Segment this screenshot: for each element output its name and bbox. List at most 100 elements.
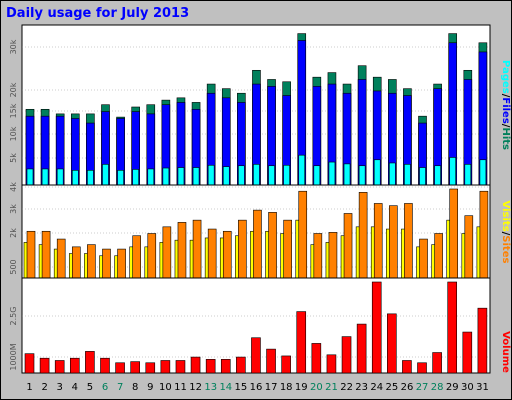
- bar-sites: [207, 228, 217, 279]
- bar-sites: [434, 233, 443, 279]
- y-tick-label: 20k: [9, 82, 18, 97]
- x-tick-label: 11: [174, 382, 187, 393]
- x-tick-label: 10: [159, 382, 172, 393]
- side-label-part: Pages: [500, 60, 511, 94]
- bar-sites: [192, 219, 202, 279]
- bar-volume: [341, 336, 352, 374]
- x-tick-label: 21: [325, 382, 338, 393]
- y-tick-label: 4k: [9, 182, 18, 192]
- bar-volume: [160, 360, 171, 374]
- bar-pages: [358, 165, 366, 186]
- bar-volume: [462, 331, 473, 374]
- bar-volume: [220, 359, 231, 374]
- bar-volume: [39, 357, 50, 374]
- bar-sites: [162, 226, 172, 279]
- y-tick-label: 15k: [9, 103, 18, 118]
- bar-pages: [343, 163, 351, 186]
- x-tick-label: 1: [26, 382, 32, 393]
- x-tick-label: 14: [219, 382, 232, 393]
- bar-pages: [132, 169, 139, 186]
- bar-sites: [343, 213, 353, 279]
- bar-volume: [371, 281, 382, 374]
- bar-pages: [434, 165, 441, 186]
- x-tick-label: 18: [280, 382, 293, 393]
- bar-sites: [268, 212, 277, 279]
- bar-volume: [175, 360, 186, 374]
- bar-volume: [356, 323, 367, 374]
- bar-volume: [100, 357, 110, 374]
- bar-pages: [177, 167, 185, 186]
- side-label: Visits/Sites: [500, 201, 511, 264]
- x-tick-label: 5: [87, 382, 93, 393]
- x-tick-label: 20: [310, 382, 323, 393]
- bar-sites: [87, 244, 96, 279]
- bar-volume: [205, 359, 216, 374]
- x-tick-label: 30: [461, 382, 474, 393]
- x-tick-label: 29: [446, 382, 459, 393]
- bar-sites: [132, 235, 141, 279]
- y-tick-label: 3k: [9, 204, 18, 214]
- bar-sites: [222, 230, 232, 279]
- y-tick-label: 2k: [9, 228, 18, 238]
- bar-pages: [283, 164, 290, 186]
- x-tick-label: 25: [386, 382, 399, 393]
- side-label-part: Files: [500, 97, 511, 123]
- bar-pages: [102, 164, 109, 186]
- bar-volume: [251, 337, 261, 374]
- bar-pages: [298, 154, 306, 186]
- bar-sites: [449, 188, 459, 279]
- bar-sites: [464, 215, 474, 279]
- bar-volume: [115, 362, 125, 374]
- side-label-part: /: [500, 94, 511, 98]
- bar-volume: [296, 311, 307, 374]
- bar-pages: [238, 165, 245, 186]
- side-label-part: Hits: [500, 127, 511, 150]
- x-tick-label: 28: [431, 382, 444, 393]
- y-tick-label: 30k: [9, 39, 18, 54]
- bar-volume: [281, 355, 291, 374]
- bar-pages: [373, 159, 381, 186]
- chart-title: Daily usage for July 2013: [6, 6, 190, 21]
- bar-sites: [373, 203, 383, 279]
- x-tick-label: 12: [189, 382, 202, 393]
- x-tick-label: 22: [340, 382, 353, 393]
- x-tick-label: 2: [41, 382, 47, 393]
- x-tick-label: 16: [250, 382, 263, 393]
- x-tick-label: 19: [295, 382, 308, 393]
- x-tick-label: 23: [355, 382, 368, 393]
- bar-pages: [207, 164, 215, 186]
- side-label-part: Volume: [500, 331, 511, 373]
- bar-sites: [26, 230, 36, 279]
- bar-pages: [464, 164, 472, 186]
- bar-sites: [419, 238, 428, 279]
- x-tick-label: 8: [132, 382, 138, 393]
- bar-volume: [54, 360, 65, 374]
- bar-sites: [358, 192, 368, 279]
- x-tick-label: 27: [416, 382, 429, 393]
- bar-volume: [85, 351, 95, 374]
- bar-pages: [162, 167, 170, 186]
- bar-volume: [145, 362, 156, 374]
- y-tick-label: 2.5G: [9, 307, 18, 326]
- bar-volume: [69, 357, 80, 374]
- bar-sites: [147, 233, 157, 279]
- bar-volume: [24, 353, 35, 374]
- bar-sites: [404, 203, 413, 279]
- x-tick-label: 31: [476, 382, 489, 393]
- bar-sites: [283, 219, 292, 279]
- bar-volume: [387, 313, 397, 374]
- bar-sites: [479, 190, 489, 279]
- side-label-part: Sites: [500, 235, 511, 263]
- bar-sites: [328, 232, 338, 279]
- bar-pages: [222, 166, 230, 186]
- bar-sites: [102, 248, 111, 279]
- bar-sites: [71, 246, 81, 279]
- x-tick-label: 7: [117, 382, 123, 393]
- bar-volume: [447, 281, 458, 374]
- bar-sites: [389, 205, 398, 279]
- bar-pages: [117, 170, 124, 186]
- bar-sites: [298, 190, 308, 279]
- bar-sites: [238, 219, 247, 279]
